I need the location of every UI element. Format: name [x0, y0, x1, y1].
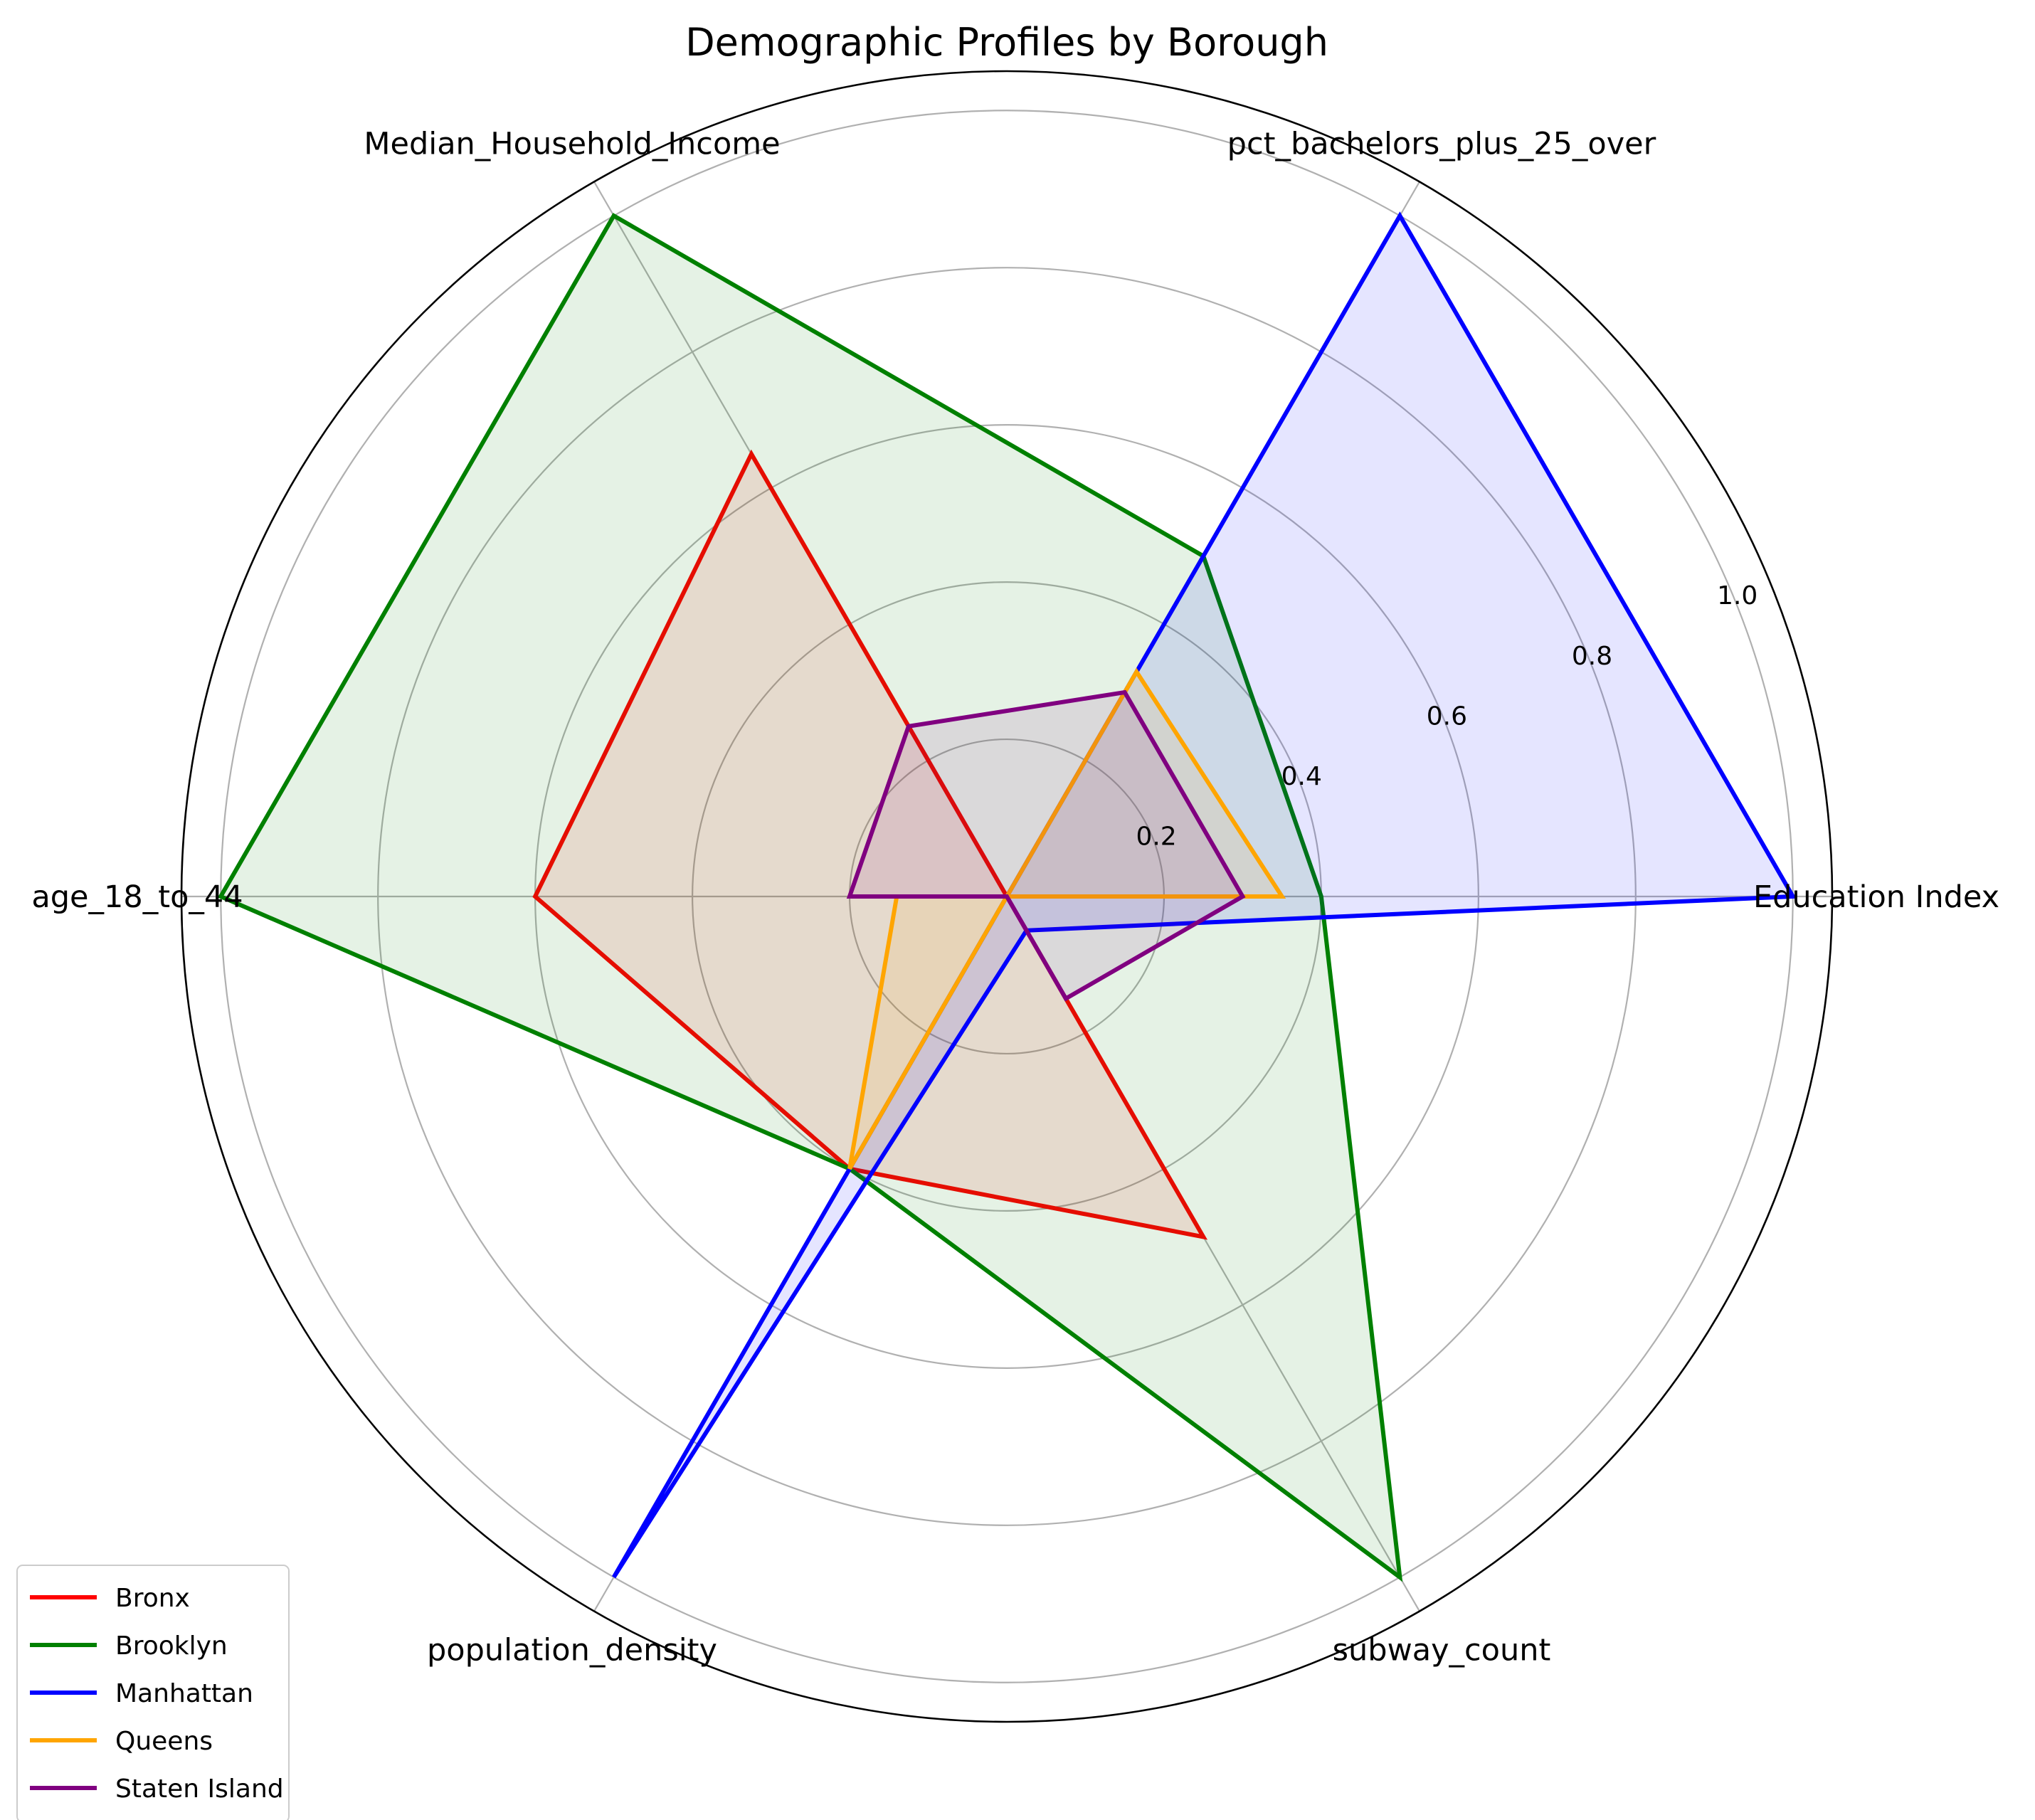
- radial-tick-label-1: 0.4: [1281, 762, 1322, 791]
- radial-tick-labels: 0.2 0.4 0.6 0.8 1.0: [1136, 581, 1758, 851]
- series-fill-staten-island: [850, 692, 1243, 999]
- axis-label-0: Education Index: [1753, 879, 1999, 915]
- series-fill-queens: [850, 672, 1282, 1169]
- polar-frame: [180, 70, 1834, 1723]
- series-line-bronx: [532, 449, 1208, 1240]
- axis-label-1: pct_bachelors_plus_25_over: [1227, 127, 1656, 162]
- axis-label-5: subway_count: [1333, 1632, 1551, 1668]
- series-fill-brooklyn: [221, 216, 1400, 1577]
- radial-tick-label-2: 0.6: [1427, 702, 1467, 731]
- axis-label-4: population_density: [427, 1632, 717, 1668]
- series-line-manhattan: [612, 211, 1797, 1579]
- series-line-staten-island: [846, 689, 1246, 1002]
- legend: Bronx Brooklyn Manhattan Queens Staten Islan…: [16, 1565, 290, 1820]
- legend-label-brooklyn: Brooklyn: [115, 1631, 228, 1661]
- legend-label-bronx: Bronx: [115, 1584, 190, 1613]
- chart-title: Demographic Profiles by Borough: [685, 20, 1328, 65]
- radial-tick-label-3: 0.8: [1572, 642, 1612, 671]
- axis-label-3: age_18_to_44: [31, 879, 243, 915]
- legend-label-queens: Queens: [115, 1727, 213, 1756]
- radial-tick-label-4: 1.0: [1717, 581, 1758, 610]
- series-layer: [217, 211, 1797, 1582]
- axis-label-2: Median_Household_Income: [364, 127, 780, 162]
- axis-labels: Education Index pct_bachelors_plus_25_ove…: [31, 127, 1999, 1668]
- legend-label-staten-island: Staten Island: [115, 1774, 284, 1804]
- radial-tick-label-0: 0.2: [1136, 822, 1176, 851]
- legend-box: [16, 1565, 290, 1820]
- legend-label-manhattan: Manhattan: [115, 1679, 253, 1708]
